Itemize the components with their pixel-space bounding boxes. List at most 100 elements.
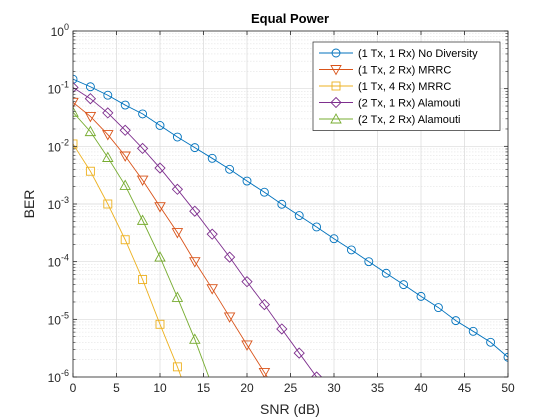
legend-label: (2 Tx, 1 Rx) Alamouti (358, 98, 461, 110)
data-point (381, 268, 391, 278)
y-tick-label: 10-2 (48, 137, 69, 154)
y-tick-label: 10-6 (48, 368, 69, 385)
data-point (486, 337, 496, 347)
data-point (223, 251, 236, 263)
data-point (102, 107, 114, 119)
data-point (294, 211, 304, 221)
data-point (155, 319, 165, 329)
data-point (73, 74, 78, 84)
data-point (276, 323, 288, 335)
y-tick-label: 10-1 (48, 80, 69, 97)
data-point (241, 276, 253, 288)
data-point (172, 362, 182, 372)
series-5 (73, 106, 210, 377)
data-point (138, 275, 148, 284)
data-point (84, 93, 97, 105)
data-point (189, 333, 201, 344)
data-point (258, 367, 271, 377)
legend-marker (331, 81, 341, 91)
data-point (364, 257, 374, 267)
x-tick-label: 30 (327, 381, 341, 395)
data-point (258, 298, 271, 311)
data-point (416, 291, 426, 301)
ticks: 0 5 10 15 20 25 30 35 40 45 50 100 10-1 10-2 10-3 10-4 1… (48, 22, 515, 395)
data-point (155, 121, 165, 130)
data-point (102, 151, 114, 162)
data-point (102, 130, 114, 141)
data-point (189, 257, 201, 268)
data-point (73, 81, 79, 94)
data-point (103, 199, 113, 209)
data-point (119, 124, 131, 136)
x-tick-label: 40 (414, 381, 428, 395)
x-tick-label: 20 (240, 381, 254, 395)
legend-marker (330, 65, 342, 76)
data-point (136, 214, 149, 225)
data-point (120, 100, 130, 110)
series-line (73, 87, 318, 377)
legend-item: (2 Tx, 1 Rx) Alamouti (319, 96, 461, 110)
legend-item: (1 Tx, 1 Rx) No Diversity (319, 48, 478, 60)
y-tick-label: 10-3 (48, 195, 69, 212)
legend-label: (1 Tx, 4 Rx) MRRC (358, 81, 451, 93)
legend-item: (1 Tx, 4 Rx) MRRC (319, 81, 451, 93)
data-point (312, 222, 322, 232)
data-point (171, 291, 184, 302)
data-point (73, 97, 79, 109)
data-point (136, 142, 149, 155)
series-3 (73, 139, 182, 377)
x-tick-label: 45 (458, 381, 472, 395)
legend-marker (330, 96, 342, 109)
x-tick-label: 10 (153, 381, 167, 395)
data-point (190, 143, 200, 153)
data-point (241, 340, 253, 351)
series-4 (73, 81, 323, 377)
data-point (451, 316, 461, 326)
data-point (154, 251, 166, 262)
data-point (206, 228, 218, 240)
legend-marker (331, 48, 341, 58)
x-tick-label: 25 (284, 381, 298, 395)
data-point (329, 234, 339, 244)
data-point (399, 280, 409, 290)
x-tick-label: 0 (70, 381, 77, 395)
chart-title: Equal Power (251, 11, 329, 26)
data-point (503, 352, 508, 362)
data-point (103, 90, 113, 100)
legend-marker (330, 113, 342, 124)
data-point (171, 183, 184, 195)
data-point (73, 139, 78, 149)
data-point (84, 111, 97, 123)
legend-label: (1 Tx, 2 Rx) MRRC (358, 65, 451, 77)
data-point (223, 312, 236, 323)
data-point (468, 326, 478, 336)
legend: (1 Tx, 1 Rx) No Diversity (1 Tx, 2 Rx) MR… (312, 41, 501, 131)
x-tick-label: 50 (501, 381, 515, 395)
data-point (433, 303, 443, 313)
data-point (85, 82, 95, 92)
data-point (154, 162, 166, 174)
data-point (293, 347, 305, 359)
data-point (207, 153, 217, 163)
data-point (136, 175, 149, 186)
data-point (242, 176, 252, 186)
y-tick-label: 10-4 (48, 253, 69, 270)
data-point (346, 245, 356, 255)
x-tick-label: 15 (197, 381, 211, 395)
legend-label: (2 Tx, 2 Rx) Alamouti (358, 114, 461, 126)
data-point (119, 179, 131, 190)
series-line (73, 101, 268, 377)
legend-item: (2 Tx, 2 Rx) Alamouti (319, 113, 461, 126)
y-tick-label: 10-5 (48, 310, 69, 327)
data-point (189, 205, 201, 217)
series-1 (73, 74, 508, 362)
data-point (206, 284, 218, 295)
data-point (259, 187, 269, 197)
data-point (119, 151, 131, 162)
series-line (73, 78, 508, 358)
data-point (225, 164, 235, 174)
x-tick-label: 35 (371, 381, 385, 395)
series-2 (73, 97, 271, 377)
legend-label: (1 Tx, 1 Rx) No Diversity (358, 48, 478, 60)
